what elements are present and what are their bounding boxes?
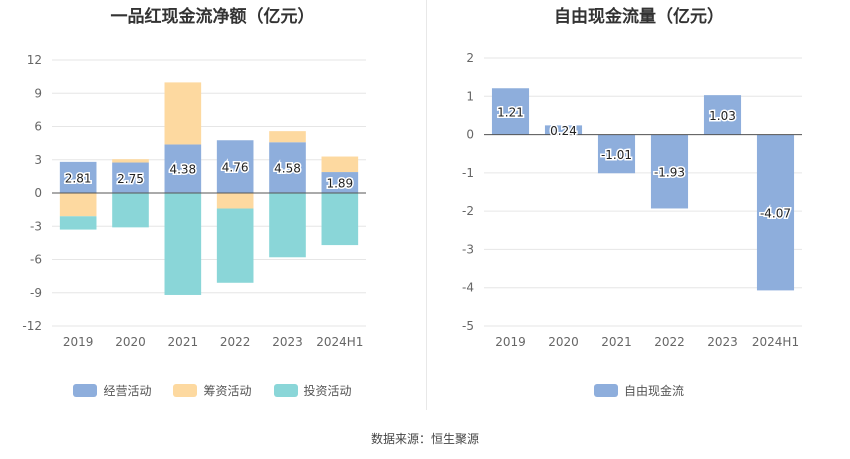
data-label: -1.01 (601, 148, 632, 162)
cash-flow-bar-投资活动 (269, 193, 306, 258)
cash-flow-chart: 12 9 6 3 0 -3 -6 -9 -12 2019 2020 2021 2022 2023 2024H… (22, 53, 366, 349)
cash-flow-bar-筹资活动 (321, 156, 359, 173)
data-label: 4.76 (222, 161, 249, 175)
y-tick-label: 0 (466, 128, 474, 142)
legend-item[interactable]: 筹资活动 (173, 382, 252, 399)
x-tick-label: 2023 (707, 335, 738, 349)
y-tick-label: -12 (22, 319, 42, 333)
panel-divider (426, 0, 427, 410)
data-label: 1.03 (709, 109, 736, 123)
y-tick-label: -6 (30, 253, 42, 267)
data-label: 2.75 (117, 172, 144, 186)
legend-label: 筹资活动 (203, 384, 252, 398)
cash-flow-bar-投资活动 (321, 193, 359, 246)
x-tick-label: 2024H1 (316, 335, 363, 349)
legend-item[interactable]: 投资活动 (273, 382, 352, 399)
legend-label: 投资活动 (303, 384, 352, 398)
cash-flow-legend: 经营活动 筹资活动 投资活动 (0, 382, 425, 399)
cash-flow-bar-经营活动 (321, 172, 359, 193)
y-tick-label: 1 (466, 89, 474, 103)
legend-label: 经营活动 (103, 384, 152, 398)
free-cash-flow-chart-panel: 自由现金流量（亿元） 2 1 0 -1 -2 -3 -4 -5 2019 2020 2021 2022… (428, 0, 850, 420)
free-cash-flow-bar-自由现金流 (650, 134, 689, 209)
legend-label: 自由现金流 (623, 384, 684, 398)
cash-flow-bar-筹资活动 (216, 193, 254, 209)
y-tick-label: -2 (462, 204, 474, 218)
free-cash-flow-bar-自由现金流 (597, 134, 636, 174)
y-tick-label: 2 (466, 51, 474, 65)
x-tick-label: 2020 (548, 335, 579, 349)
cash-flow-chart-panel: 一品红现金流净额（亿元） 12 9 6 3 0 -3 -6 -9 -12 2019 2020 2021… (0, 0, 425, 420)
data-label: 0.24 (550, 124, 577, 138)
cash-flow-bar-筹资活动 (164, 82, 202, 145)
x-tick-label: 2022 (220, 335, 251, 349)
legend-swatch (73, 384, 98, 397)
cash-flow-bar-筹资活动 (269, 131, 306, 143)
y-tick-label: -3 (30, 219, 42, 233)
data-source-note: 数据来源：恒生聚源 (370, 432, 479, 446)
x-tick-label: 2021 (601, 335, 632, 349)
x-tick-label: 2023 (272, 335, 303, 349)
cash-flow-bar-经营活动 (164, 144, 202, 193)
cash-flow-bar-投资活动 (112, 193, 149, 228)
legend-swatch (273, 384, 298, 397)
x-tick-label: 2024H1 (752, 335, 799, 349)
y-tick-label: 6 (34, 120, 42, 134)
y-tick-label: -9 (30, 286, 42, 300)
legend-item[interactable]: 自由现金流 (593, 382, 684, 399)
x-tick-label: 2021 (168, 335, 199, 349)
y-tick-label: 12 (27, 53, 42, 67)
y-tick-label: 9 (34, 86, 42, 100)
legend-swatch (593, 384, 618, 397)
x-tick-label: 2019 (495, 335, 526, 349)
y-tick-label: -4 (462, 281, 474, 295)
chart-title-free-cash-flow: 自由现金流量（亿元） (554, 7, 724, 27)
cash-flow-bar-经营活动 (216, 140, 254, 193)
free-cash-flow-bar-自由现金流 (491, 88, 530, 135)
data-label: 2.81 (65, 171, 92, 185)
legend-swatch (173, 384, 198, 397)
free-cash-flow-legend: 自由现金流 (428, 382, 850, 399)
free-cash-flow-chart: 2 1 0 -1 -2 -3 -4 -5 2019 2020 2021 2022 2023 2024H1 1… (462, 51, 802, 349)
x-tick-label: 2022 (654, 335, 685, 349)
cash-flow-bar-投资活动 (216, 208, 254, 283)
cash-flow-bar-经营活动 (59, 161, 97, 193)
data-label: -1.93 (654, 166, 685, 180)
y-tick-label: 0 (34, 186, 42, 200)
cash-flow-bar-筹资活动 (112, 159, 149, 163)
data-label: 1.21 (497, 105, 524, 119)
free-cash-flow-bar-自由现金流 (703, 95, 742, 135)
data-label: 4.38 (169, 163, 196, 177)
data-label: 1.89 (326, 177, 353, 191)
cash-flow-bar-投资活动 (164, 193, 202, 295)
data-label: 4.58 (274, 162, 301, 176)
y-tick-label: -3 (462, 242, 474, 256)
chart-title-cash-flow: 一品红现金流净额（亿元） (110, 7, 315, 27)
y-tick-label: 3 (34, 153, 42, 167)
x-tick-label: 2019 (63, 335, 94, 349)
cash-flow-bar-投资活动 (59, 216, 97, 230)
free-cash-flow-bar-自由现金流 (544, 125, 583, 135)
data-label: -4.07 (760, 206, 791, 220)
cash-flow-bar-筹资活动 (59, 193, 97, 217)
y-tick-label: -5 (462, 319, 474, 333)
free-cash-flow-bar-自由现金流 (756, 134, 795, 291)
x-tick-label: 2020 (115, 335, 146, 349)
legend-item[interactable]: 经营活动 (73, 382, 151, 399)
y-tick-label: -1 (462, 166, 474, 180)
cash-flow-bar-经营活动 (112, 162, 149, 193)
cash-flow-bar-经营活动 (269, 142, 306, 193)
